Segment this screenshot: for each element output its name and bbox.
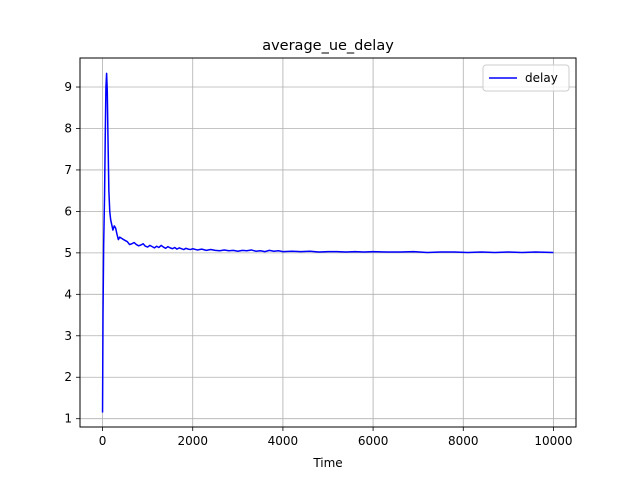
y-tick-label: 9 xyxy=(64,80,72,94)
x-tick-label: 4000 xyxy=(268,434,299,448)
legend-label: delay xyxy=(525,71,558,85)
x-tick-label: 2000 xyxy=(177,434,208,448)
y-tick-label: 2 xyxy=(64,370,72,384)
x-tick-label: 0 xyxy=(99,434,107,448)
x-axis-label: Time xyxy=(312,456,342,470)
plot-area xyxy=(80,58,576,427)
x-tick-label: 10000 xyxy=(534,434,572,448)
y-tick-label: 3 xyxy=(64,329,72,343)
axis-ticks: 0 2000 4000 6000 8000 10000 1 2 3 4 5 6 7 8 9 xyxy=(64,80,572,448)
series-line-delay xyxy=(101,72,554,413)
y-tick-label: 7 xyxy=(64,163,72,177)
chart-title: average_ue_delay xyxy=(262,38,394,54)
y-tick-label: 5 xyxy=(64,246,72,260)
series-layer xyxy=(101,72,554,413)
x-tick-label: 8000 xyxy=(448,434,479,448)
x-tick-label: 6000 xyxy=(358,434,389,448)
y-tick-label: 6 xyxy=(64,204,72,218)
legend: delay xyxy=(482,64,570,92)
legend-box xyxy=(482,64,570,92)
y-tick-label: 4 xyxy=(64,287,72,301)
y-tick-label: 8 xyxy=(64,121,72,135)
plot-frame xyxy=(79,57,577,428)
y-tick-label: 1 xyxy=(64,412,72,426)
